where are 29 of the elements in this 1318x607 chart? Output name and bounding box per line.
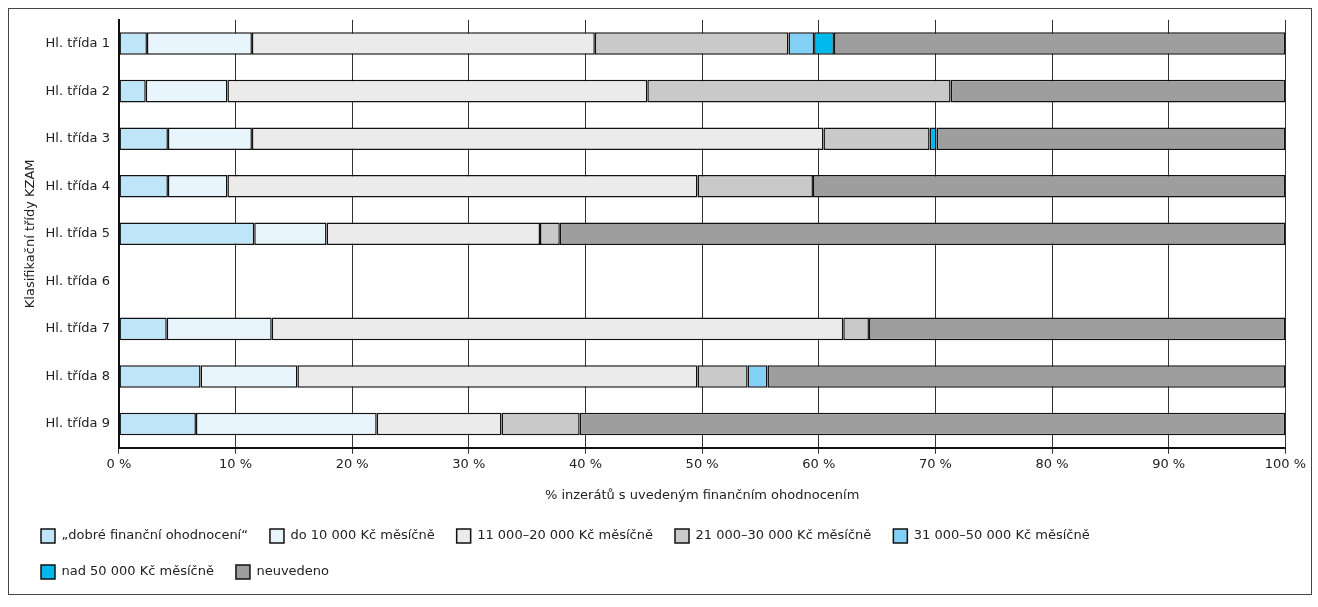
x-tick-label: 50 % xyxy=(685,455,719,471)
x-tick-label: 90 % xyxy=(1152,455,1186,471)
legend-label: „dobré finanční ohodnocení“ xyxy=(61,527,248,543)
y-tick-label: Hl. třída 2 xyxy=(45,82,110,98)
y-tick-label: Hl. třída 4 xyxy=(45,177,110,193)
y-tick-label: Hl. třída 8 xyxy=(45,367,110,383)
y-tick-label: Hl. třída 7 xyxy=(45,320,110,336)
y-tick-label: Hl. třída 1 xyxy=(45,34,110,50)
x-axis-title: % inzerátů s uvedeným finančním ohodnocením xyxy=(544,486,860,502)
x-tick-label: 30 % xyxy=(452,455,486,471)
y-tick-label: Hl. třída 3 xyxy=(45,130,110,146)
x-tick-label: 80 % xyxy=(1035,455,1069,471)
legend-label: nad 50 000 Kč měsíčně xyxy=(61,563,214,579)
legend-label: do 10 000 Kč měsíčně xyxy=(290,527,435,543)
x-tick-label: 70 % xyxy=(918,455,952,471)
y-tick-label: Hl. třída 6 xyxy=(45,272,110,288)
legend-label: 11 000–20 000 Kč měsíčně xyxy=(477,527,654,543)
x-tick-label: 100 % xyxy=(1264,455,1307,471)
y-tick-label: Hl. třída 5 xyxy=(45,225,110,241)
x-tick-label: 40 % xyxy=(568,455,603,471)
legend-label: neuvedeno xyxy=(256,563,330,579)
x-tick-label: 10 % xyxy=(219,455,253,471)
x-tick-label: 0 % xyxy=(106,455,132,471)
y-axis-title: Klasifikační třídy KZAM xyxy=(22,159,38,309)
y-tick-label: Hl. třída 9 xyxy=(45,415,110,431)
legend-label: 31 000–50 000 Kč měsíčně xyxy=(913,527,1090,543)
legend-label: 21 000–30 000 Kč měsíčně xyxy=(695,527,872,543)
x-tick-label: 60 % xyxy=(802,455,836,471)
x-tick-label: 20 % xyxy=(335,455,369,471)
